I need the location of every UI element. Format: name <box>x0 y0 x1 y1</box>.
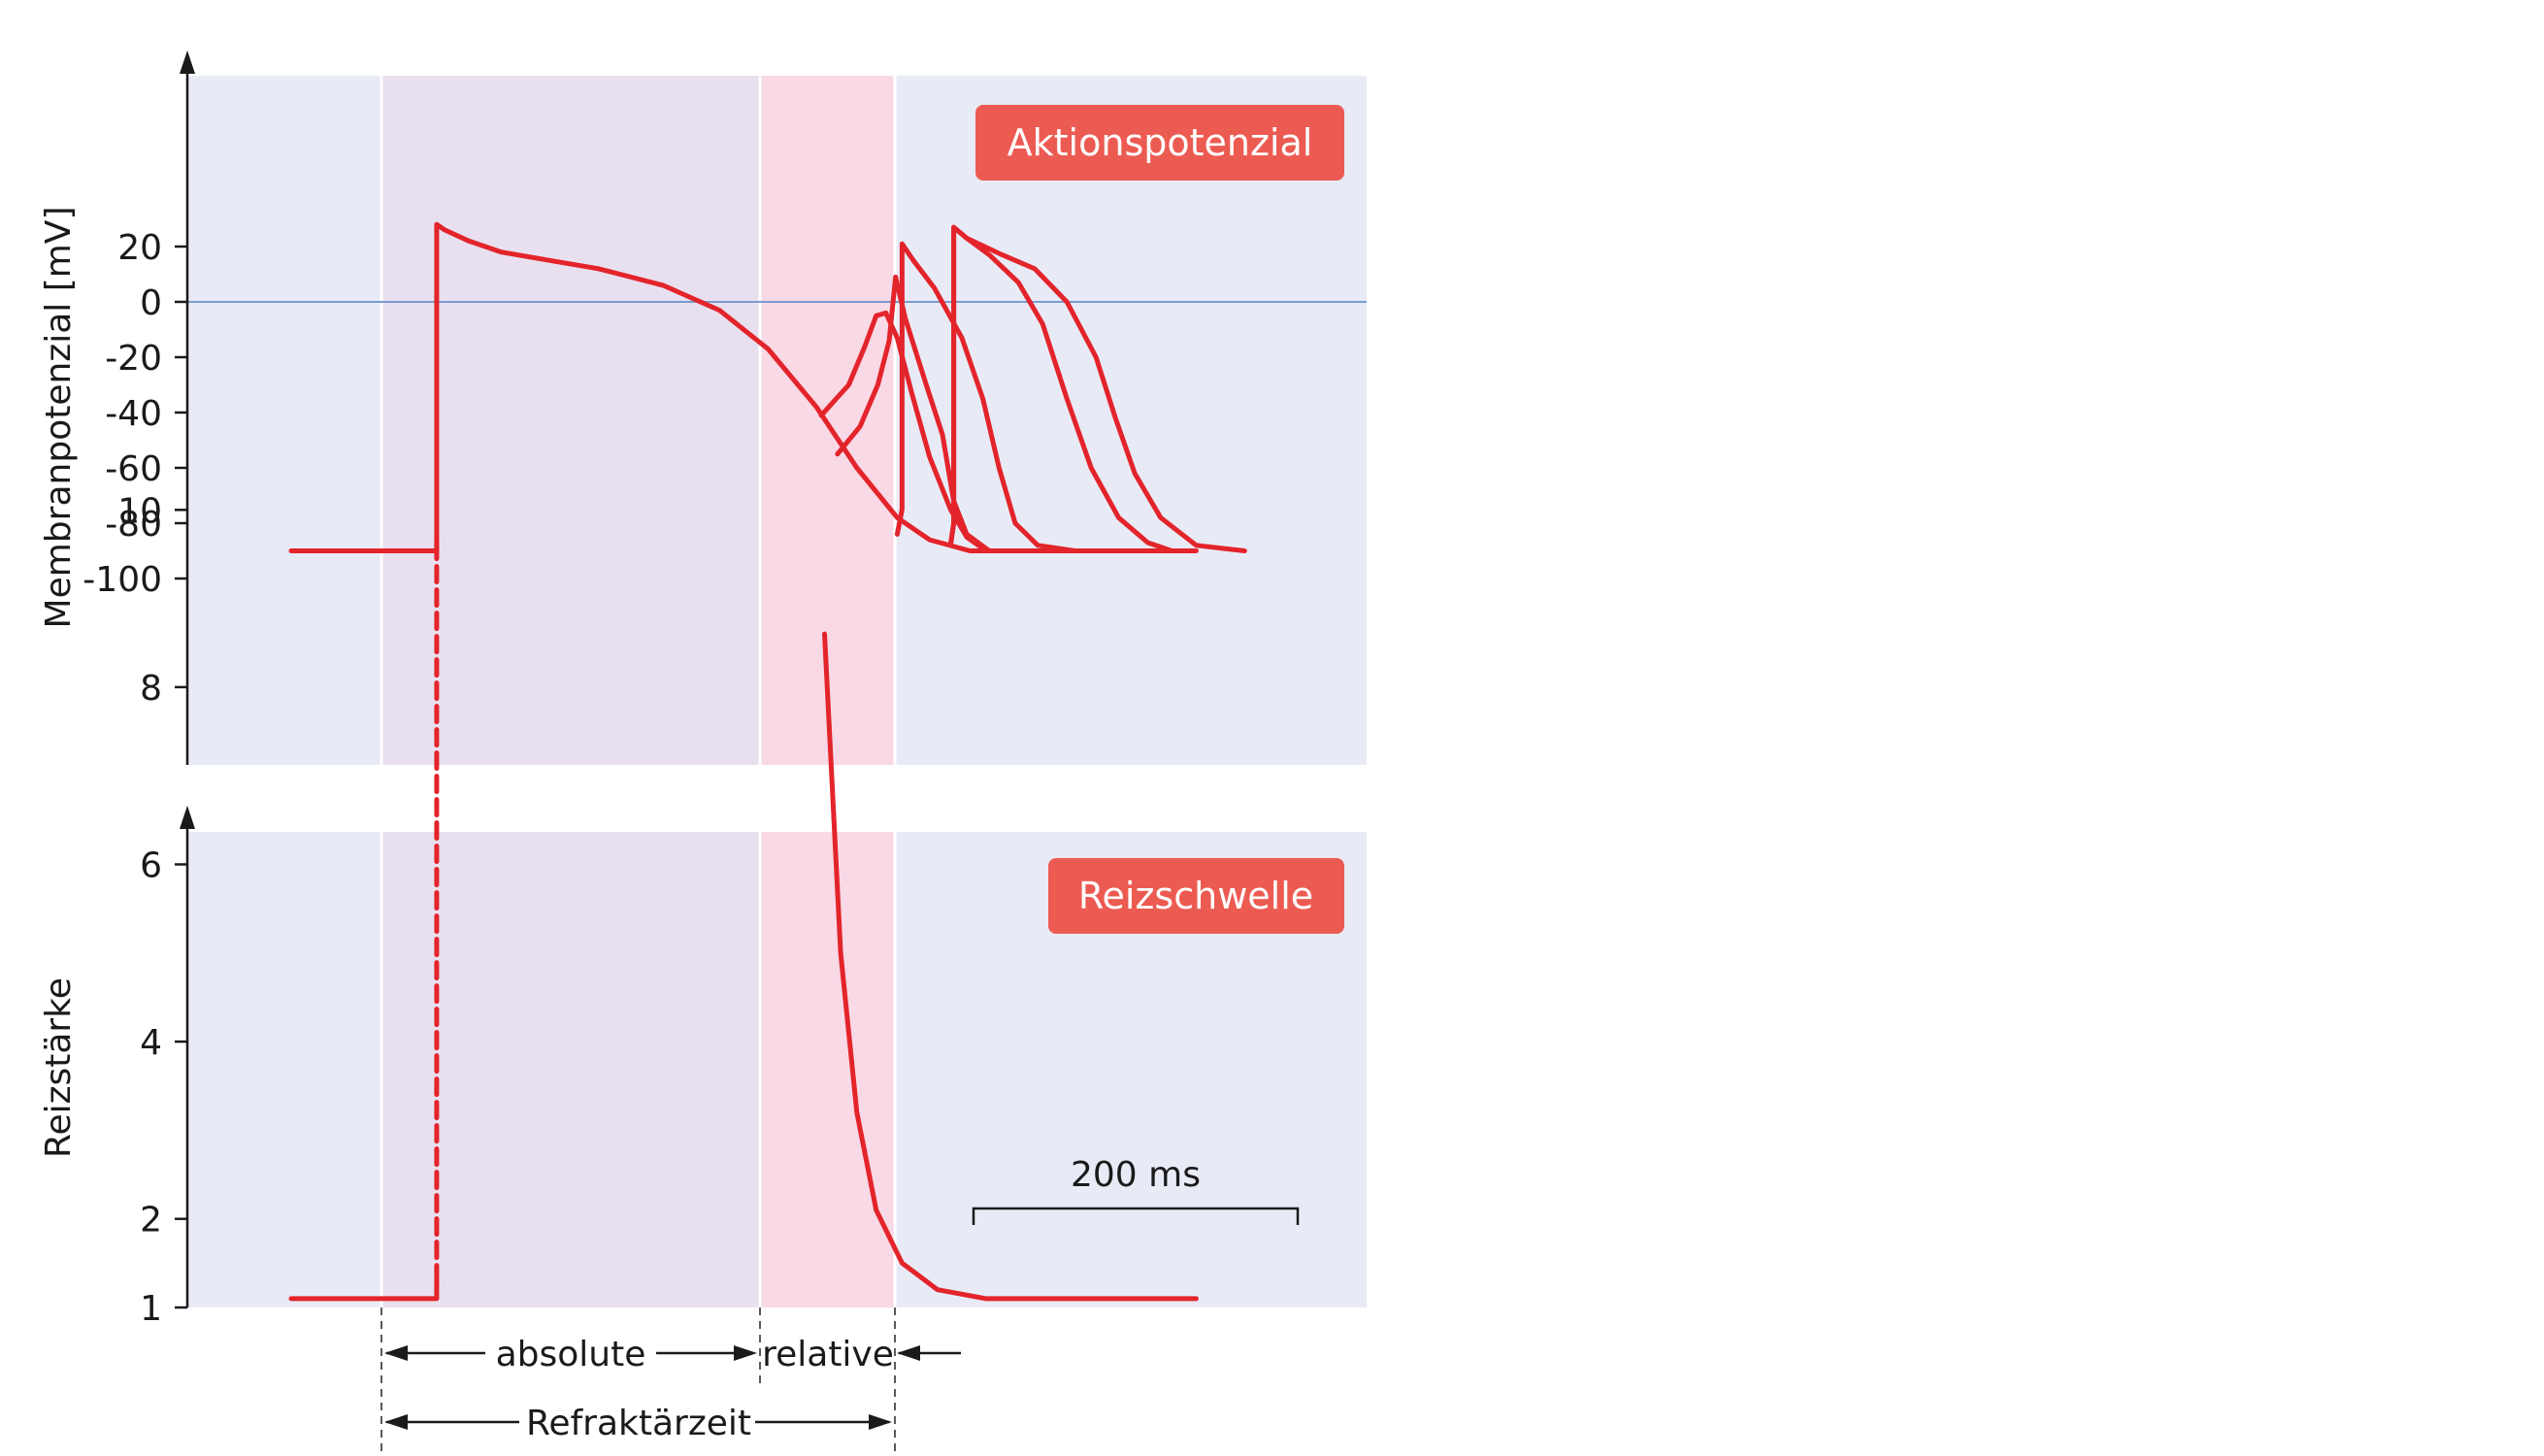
bottom-y-tick-label: 1 <box>140 1289 162 1329</box>
threshold-curve-3 <box>822 631 1199 1302</box>
action-potential-panel: 20 0 -20 -40 -60 -80 -100 Membranpotenzial [mV… <box>39 50 1367 765</box>
threshold-panel: 10 8 6 4 2 1 Reizstärke Reizschwelle 200 ms <box>39 491 1367 1329</box>
refractory-arrow-left-head <box>384 1414 408 1430</box>
bottom-y-tick-label: 10 <box>117 491 162 531</box>
action-potential-curve-1 <box>288 221 1199 553</box>
scale-bar: 200 ms <box>972 1155 1300 1225</box>
refractory-label: Refraktärzeit <box>526 1404 751 1443</box>
threshold-traces <box>288 534 1199 1302</box>
aktionspotenzial-badge: Aktionspotenzial <box>975 105 1344 181</box>
relative-arrow-head <box>897 1345 920 1361</box>
bottom-y-ticks: 10 8 6 4 2 1 <box>117 491 187 1329</box>
top-y-tick-label: -80 <box>105 505 162 545</box>
bottom-y-axis-title: Reizstärke <box>39 977 79 1158</box>
reizschwelle-badge: Reizschwelle <box>1048 858 1344 934</box>
top-y-axis-title: Membranpotenzial [mV] <box>39 207 79 629</box>
aktionspotenzial-badge-bg <box>975 105 1344 181</box>
reizschwelle-badge-bg <box>1048 858 1344 934</box>
top-absolute-zone <box>381 76 760 765</box>
refractory-arrow-right-head <box>869 1414 892 1430</box>
absolute-arrow-left-head <box>384 1345 408 1361</box>
action-potential-curve-4 <box>894 241 1077 553</box>
scale-bar-label: 200 ms <box>1071 1155 1201 1195</box>
top-y-tick-label: 0 <box>140 283 162 323</box>
top-y-tick-label: -40 <box>105 394 162 434</box>
top-y-axis-arrow <box>180 50 195 74</box>
top-y-tick-label: -20 <box>105 339 162 379</box>
bottom-relative-zone <box>760 832 895 1307</box>
bottom-y-tick-label: 2 <box>140 1201 162 1241</box>
bottom-y-axis-arrow <box>180 806 195 829</box>
bottom-y-tick-label: 6 <box>140 846 162 886</box>
relative-label: relative <box>762 1335 894 1374</box>
threshold-curve-1 <box>288 1278 440 1302</box>
absolute-label: absolute <box>496 1335 646 1374</box>
action-potential-traces <box>288 221 1247 553</box>
top-y-tick-label: -100 <box>83 560 162 600</box>
action-potential-curve-6 <box>947 224 1247 553</box>
reizschwelle-badge-label: Reizschwelle <box>1078 875 1313 917</box>
top-y-tick-label: 20 <box>117 228 162 268</box>
bottom-y-tick-label: 8 <box>140 669 162 709</box>
scale-bar-bracket <box>972 1207 1300 1225</box>
top-y-tick-label: -60 <box>105 449 162 489</box>
bottom-absolute-zone <box>381 832 760 1307</box>
refractory-annotations: absolute relative Refraktärzeit <box>380 1307 961 1456</box>
aktionspotenzial-badge-label: Aktionspotenzial <box>1008 121 1313 164</box>
action-potential-curve-3 <box>835 274 992 553</box>
absolute-arrow-right-head <box>734 1345 757 1361</box>
top-y-ticks: 20 0 -20 -40 -60 -80 -100 <box>83 228 187 600</box>
bottom-y-tick-label: 4 <box>140 1023 162 1063</box>
